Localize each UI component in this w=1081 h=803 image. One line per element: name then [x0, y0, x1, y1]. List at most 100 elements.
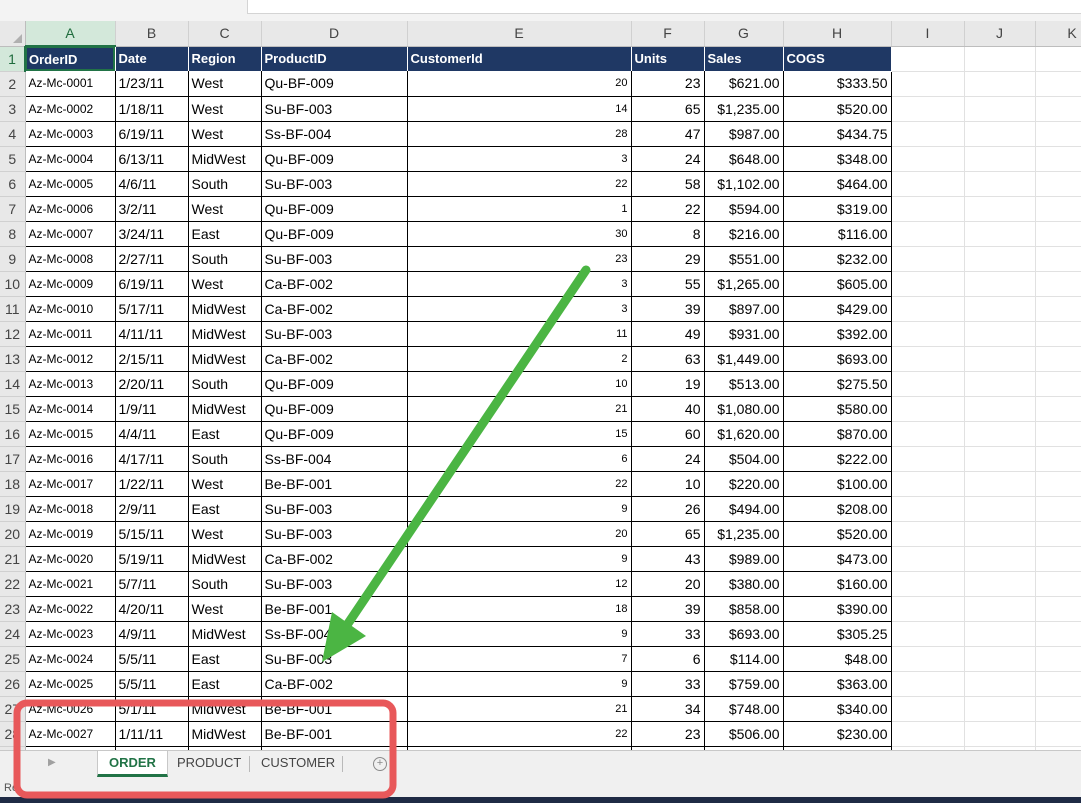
- cell-customerid[interactable]: 9: [407, 496, 632, 522]
- empty-cell[interactable]: [964, 196, 1036, 222]
- row-header[interactable]: 27: [0, 696, 26, 722]
- cell-sales[interactable]: $1,080.00: [704, 396, 784, 422]
- cell-date[interactable]: 2/9/11: [115, 496, 189, 522]
- cell-cogs[interactable]: $208.00: [783, 496, 892, 522]
- cell-date[interactable]: 6/19/11: [115, 121, 189, 147]
- empty-cell[interactable]: [964, 96, 1036, 122]
- column-header-f[interactable]: F: [631, 21, 705, 47]
- cell-sales[interactable]: $621.00: [704, 71, 784, 97]
- column-header-e[interactable]: E: [407, 21, 632, 47]
- column-header-h[interactable]: H: [783, 21, 892, 47]
- cell-date[interactable]: 5/5/11: [115, 671, 189, 697]
- empty-cell[interactable]: [1035, 421, 1081, 447]
- header-cell-region[interactable]: Region: [188, 46, 262, 71]
- row-header[interactable]: 19: [0, 496, 26, 522]
- cell-sales[interactable]: $114.00: [704, 646, 784, 672]
- empty-cell[interactable]: [964, 546, 1036, 572]
- empty-cell[interactable]: [891, 371, 965, 397]
- cell-cogs[interactable]: $390.00: [783, 596, 892, 622]
- cell-productid[interactable]: Su-BF-003: [261, 246, 408, 272]
- cell-customerid[interactable]: 1: [407, 196, 632, 222]
- cell-region[interactable]: West: [188, 121, 262, 147]
- cell-sales[interactable]: $1,449.00: [704, 346, 784, 372]
- row-header[interactable]: 22: [0, 571, 26, 597]
- row-header[interactable]: 17: [0, 446, 26, 472]
- cell-date[interactable]: 4/17/11: [115, 446, 189, 472]
- empty-cell[interactable]: [891, 196, 965, 222]
- empty-cell[interactable]: [1035, 446, 1081, 472]
- cell-productid[interactable]: Su-BF-003: [261, 571, 408, 597]
- cell-customerid[interactable]: 3: [407, 146, 632, 172]
- cell-units[interactable]: 8: [631, 221, 705, 247]
- cell-productid[interactable]: Su-BF-003: [261, 496, 408, 522]
- cell-customerid[interactable]: 9: [407, 671, 632, 697]
- row-header[interactable]: 28: [0, 721, 26, 747]
- cell-productid[interactable]: Su-BF-003: [261, 646, 408, 672]
- cell-cogs[interactable]: $222.00: [783, 446, 892, 472]
- cell-date[interactable]: 2/27/11: [115, 246, 189, 272]
- empty-cell[interactable]: [1035, 171, 1081, 197]
- row-header[interactable]: 24: [0, 621, 26, 647]
- cell-cogs[interactable]: $363.00: [783, 671, 892, 697]
- empty-cell[interactable]: [1035, 546, 1081, 572]
- empty-cell[interactable]: [1035, 246, 1081, 272]
- cell-sales[interactable]: $1,235.00: [704, 96, 784, 122]
- cell-region[interactable]: West: [188, 596, 262, 622]
- cell-date[interactable]: 4/20/11: [115, 596, 189, 622]
- cell-cogs[interactable]: $232.00: [783, 246, 892, 272]
- cell-customerid[interactable]: 20: [407, 521, 632, 547]
- cell-date[interactable]: 5/15/11: [115, 521, 189, 547]
- cell-region[interactable]: South: [188, 571, 262, 597]
- plus-circle-icon[interactable]: +: [373, 757, 387, 771]
- empty-cell[interactable]: [1035, 346, 1081, 372]
- cell-sales[interactable]: $989.00: [704, 546, 784, 572]
- empty-cell[interactable]: [1035, 71, 1081, 97]
- cell-customerid[interactable]: 22: [407, 471, 632, 497]
- cell-date[interactable]: 1/9/11: [115, 396, 189, 422]
- empty-cell[interactable]: [1035, 621, 1081, 647]
- cell-productid[interactable]: Qu-BF-009: [261, 196, 408, 222]
- cell-region[interactable]: South: [188, 446, 262, 472]
- empty-cell[interactable]: [891, 96, 965, 122]
- cell-sales[interactable]: $1,620.00: [704, 421, 784, 447]
- cell-units[interactable]: 23: [631, 721, 705, 747]
- header-cell-customerid[interactable]: CustomerId: [407, 46, 632, 71]
- cell-units[interactable]: 33: [631, 671, 705, 697]
- empty-cell[interactable]: [1035, 646, 1081, 672]
- empty-cell[interactable]: [1035, 396, 1081, 422]
- cell-sales[interactable]: $1,265.00: [704, 271, 784, 297]
- cell-orderid[interactable]: Az-Mc-0016: [25, 446, 116, 472]
- empty-cell[interactable]: [1035, 271, 1081, 297]
- cell-cogs[interactable]: $429.00: [783, 296, 892, 322]
- empty-cell[interactable]: [1035, 46, 1081, 72]
- empty-cell[interactable]: [964, 571, 1036, 597]
- empty-cell[interactable]: [964, 596, 1036, 622]
- cell-sales[interactable]: $858.00: [704, 596, 784, 622]
- cell-customerid[interactable]: 15: [407, 421, 632, 447]
- cell-cogs[interactable]: $230.00: [783, 721, 892, 747]
- empty-cell[interactable]: [964, 271, 1036, 297]
- cell-cogs[interactable]: $100.00: [783, 471, 892, 497]
- cell-units[interactable]: 65: [631, 96, 705, 122]
- header-cell-date[interactable]: Date: [115, 46, 189, 71]
- cell-productid[interactable]: Su-BF-003: [261, 96, 408, 122]
- cell-cogs[interactable]: $693.00: [783, 346, 892, 372]
- cell-region[interactable]: East: [188, 221, 262, 247]
- cell-orderid[interactable]: Az-Mc-0005: [25, 171, 116, 197]
- cell-date[interactable]: 5/17/11: [115, 296, 189, 322]
- cell-date[interactable]: 1/18/11: [115, 96, 189, 122]
- empty-cell[interactable]: [891, 446, 965, 472]
- cell-customerid[interactable]: [407, 746, 632, 750]
- empty-cell[interactable]: [964, 496, 1036, 522]
- row-header[interactable]: 12: [0, 321, 26, 347]
- cell-orderid[interactable]: Az-Mc-0027: [25, 721, 116, 747]
- cell-customerid[interactable]: 3: [407, 296, 632, 322]
- row-header[interactable]: 7: [0, 196, 26, 222]
- cell-date[interactable]: 4/9/11: [115, 621, 189, 647]
- cell-customerid[interactable]: 11: [407, 321, 632, 347]
- cell-orderid[interactable]: Az-Mc-0014: [25, 396, 116, 422]
- cell-region[interactable]: West: [188, 196, 262, 222]
- cell-cogs[interactable]: $392.00: [783, 321, 892, 347]
- cell-cogs[interactable]: $48.00: [783, 646, 892, 672]
- cell-customerid[interactable]: 10: [407, 371, 632, 397]
